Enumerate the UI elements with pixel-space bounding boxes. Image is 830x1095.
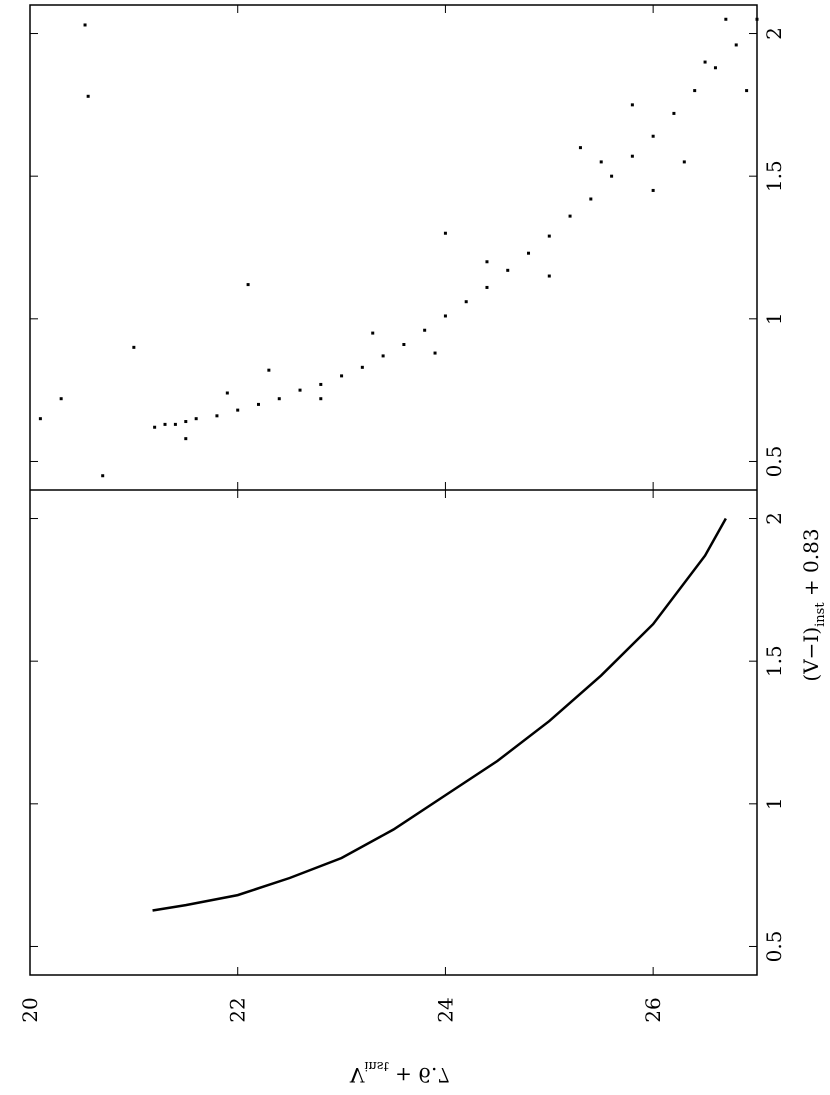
point [547,234,551,238]
point [236,408,240,412]
point [568,214,572,218]
point [194,417,198,421]
point [506,268,510,272]
y-tick-label: 1.5 [762,645,786,677]
point [184,437,188,441]
point [225,391,229,395]
point [256,402,260,406]
point [651,188,655,192]
point [672,111,676,115]
x-tick-label: 20 [18,997,42,1022]
point [651,134,655,138]
y-tick-label: 1 [762,797,786,810]
x-axis-label: Vinst + 6.7 [349,1058,450,1087]
point [298,388,302,392]
point [433,351,437,355]
point [423,328,427,332]
point [589,197,593,201]
point [610,174,614,178]
point [319,397,323,401]
x-tick-label: 22 [226,997,250,1022]
x-label-sub: inst [364,1058,389,1073]
point [703,60,707,64]
y-label-sub: inst [813,602,828,627]
x-tick-label: 26 [641,997,665,1022]
point [360,365,364,369]
point [464,300,468,304]
point [38,417,42,421]
point [267,368,271,372]
point [246,283,250,287]
y-tick-label: 1.5 [762,160,786,192]
point [630,103,634,107]
point [485,260,489,264]
x-label-main: V [349,1063,365,1087]
y-tick-label: 2 [762,512,786,525]
point [132,345,136,349]
y-tick-label: 2 [762,27,786,40]
x-tick-label: 24 [433,997,457,1022]
point [184,420,188,424]
x-label-tail: + 6.7 [389,1063,450,1087]
point [173,422,177,426]
point [215,414,219,418]
point [443,314,447,318]
y-tick-label: 1 [762,312,786,325]
fit-line [152,517,727,912]
point [755,17,759,21]
point [630,154,634,158]
point [381,354,385,358]
point [682,160,686,164]
point [443,231,447,235]
point [86,94,90,98]
point [277,397,281,401]
point [340,374,344,378]
point [371,331,375,335]
point [153,425,157,429]
point [713,66,717,70]
point [734,43,738,47]
point [402,343,406,346]
point [724,17,728,21]
y-tick-label: 0.5 [762,446,786,478]
point [693,89,697,93]
y-label-tail: + 0.83 [799,528,823,602]
y-axis-label: (V−I)inst + 0.83 [799,528,828,681]
y-tick-label: 0.5 [762,931,786,963]
point [745,89,749,93]
point [547,274,551,278]
y-label-main: (V−I) [799,627,823,682]
point [319,382,323,386]
point [578,146,582,150]
point [527,251,531,255]
point [83,23,87,27]
point [101,474,105,478]
point [485,285,489,289]
point [163,422,167,426]
point [599,160,603,164]
point [59,397,63,401]
